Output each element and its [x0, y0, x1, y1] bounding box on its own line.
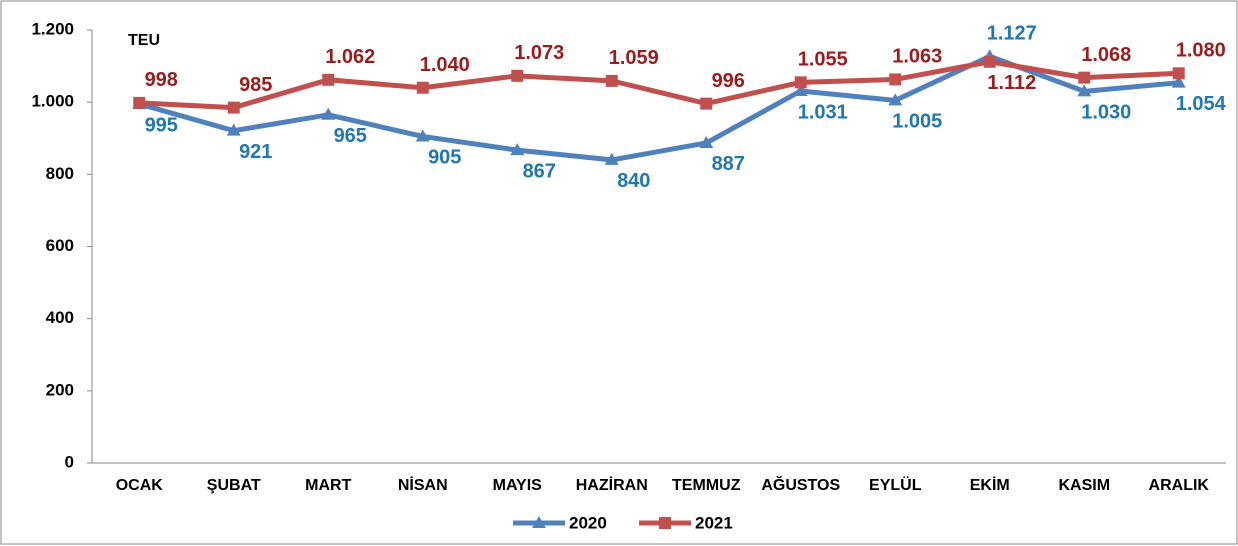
marker — [1172, 67, 1185, 80]
data-label: 998 — [145, 69, 178, 91]
legend-label: 2021 — [695, 513, 733, 532]
data-label: 1.068 — [1081, 44, 1131, 66]
annotation: TEU — [128, 32, 160, 49]
marker — [227, 101, 240, 114]
x-tick-label: MART — [305, 477, 351, 494]
data-label: 985 — [239, 74, 272, 96]
data-label: 887 — [712, 153, 745, 175]
x-tick-label: NİSAN — [398, 476, 448, 494]
marker — [532, 516, 546, 528]
x-tick-label: KASIM — [1058, 477, 1110, 494]
y-tick-label: 600 — [46, 236, 74, 255]
marker — [226, 123, 241, 136]
marker — [416, 81, 429, 94]
y-tick-label: 200 — [46, 380, 74, 399]
marker — [793, 83, 808, 96]
marker — [1078, 71, 1091, 84]
marker — [605, 74, 618, 87]
marker — [604, 152, 619, 165]
marker — [983, 55, 996, 68]
x-tick-label: TEMMUZ — [672, 477, 741, 494]
data-label: 995 — [145, 114, 178, 136]
y-tick-label: 1.000 — [31, 92, 74, 111]
marker — [888, 93, 903, 106]
x-tick-label: MAYIS — [493, 477, 543, 494]
marker — [700, 97, 713, 110]
marker — [133, 96, 146, 109]
data-label: 965 — [334, 125, 367, 147]
y-tick-label: 400 — [46, 308, 74, 327]
marker — [659, 517, 671, 529]
data-label: 921 — [239, 141, 272, 163]
data-label: 1.055 — [798, 49, 848, 71]
y-tick-label: 0 — [65, 452, 74, 471]
data-label: 1.112 — [987, 72, 1036, 94]
marker — [794, 76, 807, 89]
x-tick-label: EYLÜL — [869, 475, 922, 494]
data-label: 1.059 — [609, 47, 659, 69]
series-line — [139, 59, 1179, 111]
data-label: 1.063 — [892, 46, 942, 68]
data-label: 1.127 — [987, 23, 1037, 45]
marker — [889, 73, 902, 86]
x-tick-label: HAZİRAN — [576, 476, 648, 494]
x-tick-label: ŞUBAT — [207, 477, 261, 494]
data-label: 840 — [617, 170, 650, 192]
data-label: 1.040 — [420, 54, 470, 76]
data-label: 1.073 — [514, 42, 564, 64]
y-tick-label: 800 — [46, 164, 74, 183]
x-tick-label: ARALIK — [1149, 477, 1210, 494]
x-tick-label: OCAK — [116, 477, 164, 494]
x-tick-label: EKİM — [970, 476, 1010, 494]
data-label: 1.054 — [1176, 93, 1227, 115]
data-label: 1.080 — [1176, 40, 1226, 62]
data-label: 1.062 — [325, 46, 375, 68]
marker — [1077, 84, 1092, 97]
marker — [1171, 75, 1186, 88]
data-label: 1.031 — [798, 101, 848, 123]
marker — [322, 73, 335, 86]
legend-label: 2020 — [569, 513, 607, 532]
marker — [415, 129, 430, 142]
data-label: 996 — [712, 70, 745, 92]
marker — [321, 107, 336, 120]
data-label: 1.005 — [892, 111, 942, 133]
marker — [511, 69, 524, 82]
x-tick-label: AĞUSTOS — [761, 475, 840, 494]
marker — [699, 135, 714, 148]
marker — [510, 143, 525, 156]
data-label: 1.030 — [1081, 102, 1131, 124]
data-label: 867 — [523, 160, 556, 182]
y-tick-label: 1.200 — [31, 19, 74, 38]
data-label: 905 — [428, 147, 461, 169]
